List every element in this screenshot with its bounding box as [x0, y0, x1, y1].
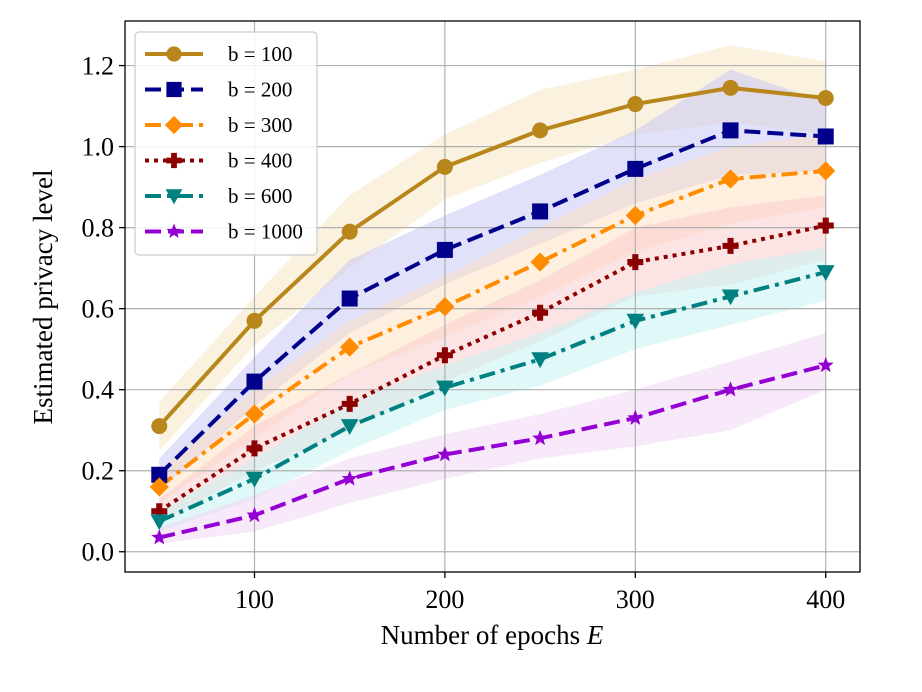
series-line-4: [158, 270, 827, 524]
point-1-6: [722, 122, 739, 139]
y-tick-label-0: 0.0: [82, 538, 115, 567]
point-1-3: [436, 241, 453, 258]
point-4-0: [150, 514, 169, 531]
point-3-3: [436, 347, 453, 364]
point-2-3: [435, 297, 455, 317]
point-1-4: [532, 203, 549, 220]
point-1-5: [627, 160, 644, 177]
point-2-6: [720, 169, 741, 189]
point-4-3: [436, 380, 454, 397]
point-1-2: [341, 290, 358, 307]
series-line-0: [157, 85, 826, 428]
point-5-3: [436, 446, 453, 462]
y-axis-label: Estimated privacy level: [28, 170, 58, 425]
x-tick-label-1: 200: [425, 585, 464, 614]
point-4-2: [340, 419, 359, 435]
series-line-1: [157, 128, 826, 477]
point-1-0: [151, 466, 168, 483]
point-0-1: [246, 312, 263, 329]
point-2-1: [244, 404, 265, 424]
x-axis-label: Number of epochs E: [381, 620, 604, 650]
point-1-7: [817, 128, 834, 145]
legend-marker-5: [166, 223, 182, 238]
plot-frame: [124, 20, 861, 573]
series-line-2: [158, 168, 826, 489]
legend-label-3: b = 400: [228, 149, 292, 173]
point-0-5: [627, 96, 644, 113]
series-line-5: [158, 363, 827, 540]
point-2-2: [340, 337, 360, 357]
y-tick-label-5: 1.0: [82, 133, 115, 162]
legend: b = 100 b = 200 b = 300 b = 400 b = 600 b = 1…: [134, 31, 318, 256]
point-0-4: [532, 122, 549, 139]
point-2-5: [625, 205, 645, 226]
point-2-4: [530, 252, 550, 272]
point-3-1: [246, 440, 263, 457]
point-1-1: [246, 373, 263, 390]
point-3-6: [722, 237, 739, 254]
y-tick-label-1: 0.2: [82, 457, 115, 486]
point-5-5: [627, 409, 644, 425]
point-3-4: [532, 304, 549, 321]
legend-marker-2: [164, 115, 184, 135]
legend-marker-1: [166, 81, 182, 98]
x-tick-label-2: 300: [616, 585, 655, 614]
legend-marker-0: [166, 46, 182, 62]
legend-label-0: b = 100: [228, 42, 292, 66]
point-5-0: [151, 529, 168, 545]
y-tick-label-6: 1.2: [82, 52, 115, 81]
legend-label-4: b = 600: [228, 184, 292, 208]
point-4-4: [531, 352, 549, 369]
point-0-6: [722, 79, 739, 96]
legend-marker-3: [166, 152, 182, 169]
y-tick-label-4: 0.8: [82, 214, 115, 243]
series-line-3: [158, 223, 827, 513]
legend-label-2: b = 300: [228, 113, 292, 137]
point-0-7: [817, 89, 834, 106]
x-tick-label-0: 100: [235, 585, 274, 614]
point-5-6: [722, 381, 739, 397]
point-5-4: [532, 429, 549, 446]
x-tick-label-3: 400: [806, 585, 845, 614]
point-0-0: [151, 418, 168, 435]
point-4-5: [626, 313, 645, 330]
point-4-7: [816, 265, 835, 281]
point-4-6: [721, 289, 740, 306]
point-0-2: [341, 223, 358, 240]
point-0-3: [436, 158, 453, 175]
point-2-0: [149, 477, 169, 497]
y-tick-label-2: 0.4: [82, 376, 115, 405]
series-markers: [149, 79, 836, 545]
point-2-7: [816, 161, 836, 181]
point-3-5: [627, 254, 644, 271]
legend-label-5: b = 1000: [228, 220, 303, 244]
y-tick-label-3: 0.6: [82, 295, 115, 324]
point-3-7: [817, 217, 834, 234]
point-4-1: [245, 471, 264, 488]
axis-ticks: 100 200 300 400 0.0 0.2 0.4 0.6 0.8 1.0 1.2: [82, 52, 846, 614]
legend-label-1: b = 200: [228, 78, 292, 102]
point-3-0: [151, 503, 168, 520]
legend-marker-4: [165, 189, 183, 205]
point-3-2: [341, 395, 358, 412]
point-5-7: [817, 356, 834, 373]
point-5-2: [341, 470, 358, 486]
point-5-1: [246, 506, 263, 523]
series-lines: [157, 85, 827, 540]
band-5: [159, 332, 826, 544]
